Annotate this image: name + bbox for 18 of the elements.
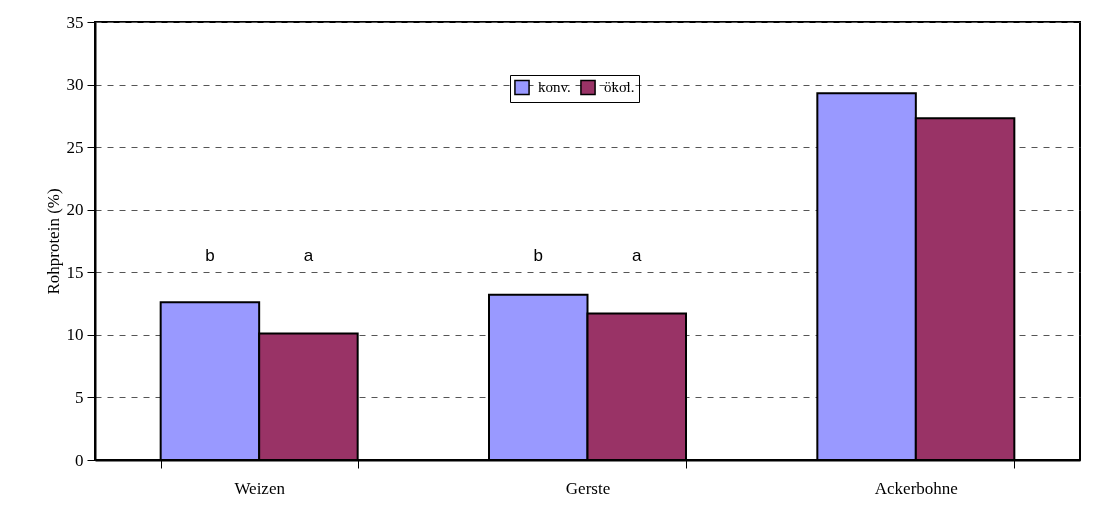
x-tick-label: Gerste [565, 478, 611, 498]
annotation: b [205, 246, 215, 265]
y-axis-title: Rohprotein (%) [43, 188, 63, 295]
legend-label: ökol. [604, 79, 635, 96]
x-tick-label: Weizen [234, 478, 286, 498]
y-tick-label: 35 [66, 12, 84, 32]
y-tick-label: 10 [66, 325, 84, 345]
y-tick-label: 0 [75, 450, 84, 470]
y-tick-label: 20 [66, 200, 84, 220]
annotation: a [303, 246, 314, 265]
legend-label: konv. [538, 79, 571, 96]
y-tick-label: 15 [66, 262, 84, 282]
y-tick-label: 30 [66, 75, 84, 95]
annotation: b [533, 246, 543, 265]
x-tick-label: Ackerbohne [874, 478, 958, 498]
annotation: a [632, 246, 643, 265]
y-tick-label: 5 [75, 387, 84, 407]
y-tick-label: 25 [66, 137, 84, 157]
